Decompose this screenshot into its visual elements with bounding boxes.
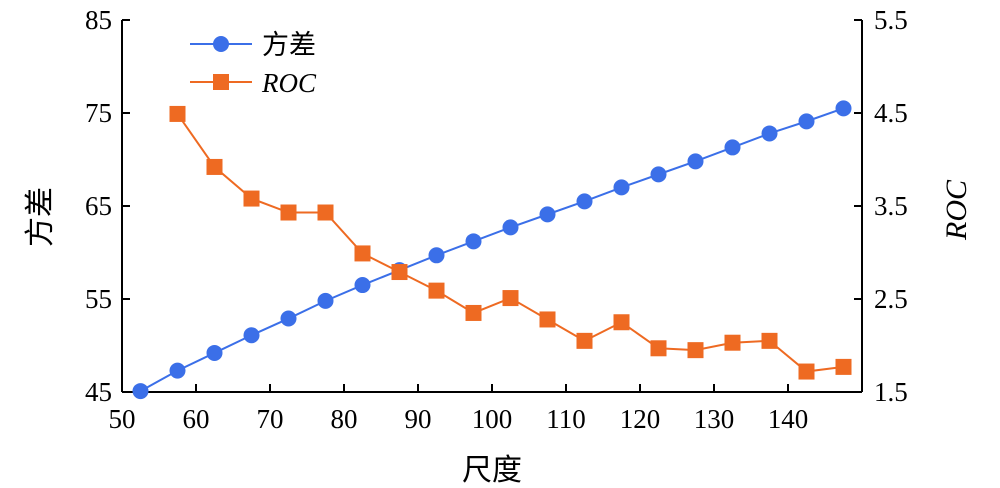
- y-right-tick-label: 5.5: [874, 5, 908, 35]
- roc-point: [280, 204, 297, 221]
- x-tick-label: 130: [694, 404, 735, 434]
- y-axis-left-title: 方差: [23, 187, 58, 247]
- legend-item-variance: 方差: [190, 30, 316, 61]
- variance-point: [132, 383, 149, 400]
- variance-point: [354, 277, 371, 294]
- roc-point: [835, 358, 852, 375]
- roc-point: [391, 264, 408, 281]
- x-tick-label: 80: [331, 404, 358, 434]
- variance-point: [835, 100, 852, 117]
- roc-point: [576, 332, 593, 349]
- y-right-tick-label: 2.5: [874, 284, 908, 314]
- variance-point: [243, 327, 260, 344]
- roc-point: [539, 311, 556, 328]
- roc-point: [687, 342, 704, 359]
- legend: 方差 ROC: [190, 30, 317, 98]
- x-tick-label: 70: [257, 404, 284, 434]
- variance-point: [650, 166, 667, 183]
- x-axis-title: 尺度: [462, 453, 522, 488]
- roc-point: [317, 204, 334, 221]
- roc-point: [354, 245, 371, 262]
- variance-point: [539, 206, 556, 223]
- y-right-tick-label: 1.5: [874, 377, 908, 407]
- variance-point: [576, 193, 593, 210]
- roc-point: [724, 334, 741, 351]
- x-tick-label: 100: [472, 404, 513, 434]
- y-right-tick-label: 4.5: [874, 98, 908, 128]
- series-line-roc: [176, 113, 844, 373]
- roc-point: [465, 304, 482, 321]
- x-tick-label: 120: [620, 404, 661, 434]
- plot-frame: [121, 20, 863, 393]
- x-tick-label: 110: [546, 404, 586, 434]
- variance-point: [502, 219, 519, 236]
- variance-point: [317, 292, 334, 309]
- series-layer: [132, 100, 852, 400]
- roc-point: [502, 290, 519, 307]
- legend-roc-label: ROC: [261, 68, 317, 98]
- y-left-tick-label: 75: [85, 98, 112, 128]
- axis-ticks: 50 60 70 80 90 100 110 120 130 140 45 55 65 75 85 1.5 2.…: [85, 5, 908, 434]
- roc-point: [761, 332, 778, 349]
- variance-point: [465, 233, 482, 250]
- roc-point: [650, 340, 667, 357]
- variance-point: [206, 344, 223, 361]
- y-axis-right-title: ROC: [940, 179, 973, 241]
- y-left-tick-label: 55: [85, 284, 112, 314]
- y-left-tick-label: 85: [85, 5, 112, 35]
- roc-point: [613, 314, 630, 331]
- variance-point: [724, 139, 741, 156]
- variance-point: [687, 153, 704, 170]
- legend-variance-label: 方差: [262, 30, 316, 61]
- variance-point: [280, 310, 297, 327]
- legend-variance-marker: [213, 36, 229, 52]
- x-tick-label: 90: [405, 404, 432, 434]
- y-left-tick-label: 45: [85, 377, 112, 407]
- x-tick-label: 140: [768, 404, 809, 434]
- roc-point: [206, 158, 223, 175]
- variance-point: [613, 179, 630, 196]
- roc-point: [798, 363, 815, 380]
- legend-roc-marker: [213, 74, 229, 90]
- y-left-tick-label: 65: [85, 191, 112, 221]
- x-tick-label: 60: [183, 404, 210, 434]
- y-right-tick-label: 3.5: [874, 191, 908, 221]
- roc-point: [169, 105, 186, 122]
- roc-point: [428, 282, 445, 299]
- x-tick-label: 50: [109, 404, 136, 434]
- variance-point: [428, 247, 445, 264]
- variance-point: [798, 113, 815, 130]
- variance-point: [169, 362, 186, 379]
- legend-item-roc: ROC: [190, 68, 317, 98]
- variance-point: [761, 125, 778, 142]
- roc-point: [243, 190, 260, 207]
